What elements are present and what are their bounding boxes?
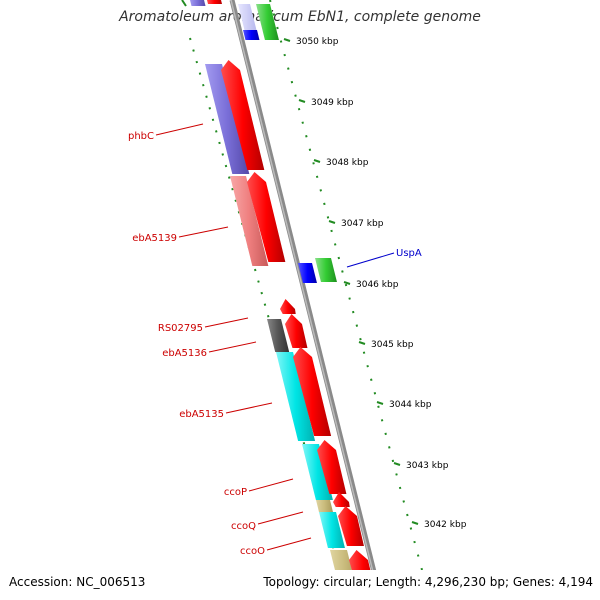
gene-label-leader: [208, 341, 257, 353]
gene-label-ccoP[interactable]: ccoP: [224, 487, 247, 498]
gene-label-leader: [257, 511, 304, 525]
scale-tick-label: 3050 kbp: [296, 37, 339, 47]
gene-label-leader: [178, 226, 229, 238]
genome-backbone-highlight: [230, 0, 374, 570]
gene-label-phbC[interactable]: phbC: [128, 131, 154, 142]
gene-feature-blue: [243, 30, 260, 40]
gene-ccoQ-feature: [319, 512, 345, 548]
scale-tick: [328, 220, 336, 224]
gene-label-ebA5136[interactable]: ebA5136: [162, 348, 207, 359]
gene-label-leader: [266, 537, 312, 551]
scale-tick: [283, 38, 291, 42]
gene-label-RS02795[interactable]: RS02795: [158, 323, 203, 334]
inner-dotted-guide: [189, 37, 341, 570]
gene-label-leader: [204, 317, 249, 328]
gene-label-ccoQ[interactable]: ccoQ: [231, 521, 256, 532]
scale-tick-label: 3049 kbp: [311, 98, 354, 108]
gene-UspA-green-feature: [315, 258, 337, 282]
scale-tick-label: 3047 kbp: [341, 219, 384, 229]
gene-ebA5139-feature: [230, 176, 269, 266]
gene-feature-purple: [190, 0, 206, 6]
gene-label-leader: [248, 478, 294, 492]
gene-UspA-blue-feature: [298, 263, 317, 283]
scale-tick: [343, 281, 351, 285]
gene-RS02795-inner-feature: [267, 319, 290, 352]
scale-dotted-guide: [269, 0, 423, 570]
scale-tick: [298, 99, 306, 103]
genome-backbone: [229, 0, 377, 570]
gene-strand-arrow: [221, 60, 265, 170]
gene-feature-green: [256, 4, 279, 40]
gene-label-ccoO[interactable]: ccoO: [240, 546, 265, 557]
gene-strand-arrow: [280, 299, 296, 314]
gene-label-UspA[interactable]: UspA: [396, 248, 422, 259]
gene-label-ebA5139[interactable]: ebA5139: [132, 233, 177, 244]
inner-dotted-guide-2: [181, 0, 187, 7]
scale-tick: [393, 462, 401, 466]
scale-tick-label: 3043 kbp: [406, 461, 449, 471]
scale-tick: [376, 401, 384, 405]
genome-summary: Topology: circular; Length: 4,296,230 bp…: [263, 575, 593, 589]
gene-strand-arrow: [349, 550, 371, 570]
scale-tick: [313, 159, 321, 163]
gene-label-leader: [346, 252, 395, 268]
gene-label-leader: [155, 123, 204, 136]
gene-strand-arrow: [317, 440, 347, 494]
gene-feature-lavender: [238, 4, 257, 32]
gene-strand-arrow: [333, 492, 350, 507]
accession-label: Accession: NC_006513: [9, 575, 146, 589]
gene-phbC-feature: [205, 64, 250, 174]
scale-tick-label: 3044 kbp: [389, 400, 432, 410]
scale-tick-label: 3046 kbp: [356, 280, 399, 290]
gene-label-ebA5135[interactable]: ebA5135: [179, 409, 224, 420]
gene-ccoO-feature: [330, 550, 352, 570]
gene-strand-arrow: [247, 172, 286, 262]
scale-tick-label: 3048 kbp: [326, 158, 369, 168]
gene-ccoP-feature: [302, 444, 333, 500]
gene-label-leader: [225, 402, 273, 414]
gene-strand-arrow: [338, 506, 364, 546]
scale-tick: [411, 521, 419, 525]
scale-tick-label: 3045 kbp: [371, 340, 414, 350]
genome-map: 3050 kbp 3049 kbp 3048 kbp 3047 kbp 3046 kbp…: [128, 0, 467, 570]
gene-feature-red: [207, 0, 222, 4]
genome-title: Aromatoleum aromaticum EbN1, complete ge…: [119, 9, 481, 25]
scale-tick-label: 3042 kbp: [424, 520, 467, 530]
scale-tick: [358, 341, 366, 345]
gene-small-tan-feature: [316, 500, 333, 512]
gene-strand-arrow: [285, 314, 308, 348]
gene-strand-arrow: [293, 347, 332, 436]
gene-ebA5135-feature: [276, 352, 316, 441]
